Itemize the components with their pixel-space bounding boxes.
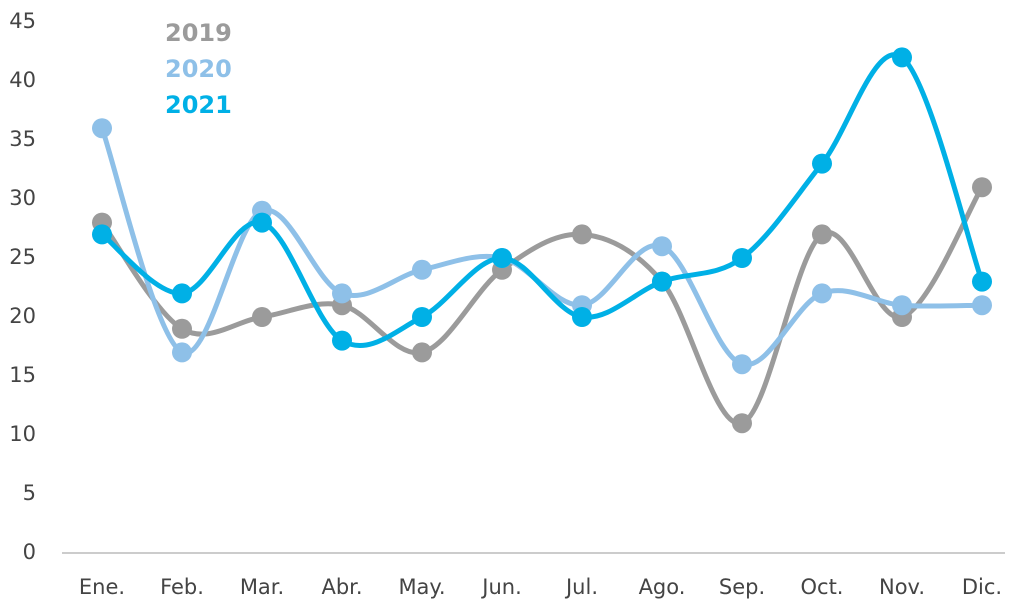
series-point (652, 271, 672, 292)
series-point (412, 307, 432, 327)
series-point (252, 307, 272, 327)
series-point (492, 248, 512, 268)
x-tick-label: Ago. (639, 575, 686, 599)
x-tick-label: Sep. (719, 575, 765, 599)
series-point (572, 307, 592, 327)
series-point (892, 295, 912, 316)
x-tick-label: Abr. (321, 575, 362, 599)
legend-entry: 2019 (165, 19, 232, 47)
y-tick-label: 35 (9, 127, 36, 151)
legend-entry: 2021 (165, 91, 232, 119)
series-point (972, 271, 992, 292)
series-point (412, 259, 432, 280)
x-tick-label: Jun. (480, 575, 522, 599)
series-point (812, 283, 832, 304)
series-point (412, 342, 432, 363)
series-point (732, 413, 752, 434)
series-point (812, 224, 832, 245)
x-tick-label: Jul. (564, 575, 598, 599)
series-point (172, 318, 192, 339)
y-tick-label: 45 (9, 9, 36, 33)
y-tick-label: 30 (9, 186, 36, 210)
series-line (99, 184, 985, 426)
series-point (332, 330, 352, 351)
series-point (92, 224, 112, 245)
series-point (732, 248, 752, 268)
y-tick-label: 5 (23, 481, 36, 505)
series-point (972, 177, 992, 198)
legend-entry: 2020 (165, 55, 232, 83)
series-point (92, 118, 112, 139)
y-tick-label: 15 (9, 363, 36, 387)
x-tick-label: Mar. (240, 575, 284, 599)
x-tick-label: Feb. (160, 575, 204, 599)
x-tick-label: Nov. (879, 575, 925, 599)
series-point (172, 283, 192, 304)
series-line (99, 52, 985, 349)
series-point (572, 224, 592, 245)
y-tick-label: 0 (23, 540, 36, 564)
series-point (732, 354, 752, 375)
x-tick-label: Oct. (801, 575, 844, 599)
series-point (892, 47, 912, 68)
x-tick-label: Dic. (962, 575, 1002, 599)
y-tick-label: 40 (9, 68, 36, 92)
series-point (332, 283, 352, 304)
series-point (972, 295, 992, 316)
series-point (172, 342, 192, 363)
y-tick-label: 10 (9, 422, 36, 446)
x-tick-label: Ene. (79, 575, 125, 599)
series-point (252, 212, 272, 233)
y-tick-label: 25 (9, 245, 36, 269)
x-tick-label: May. (398, 575, 445, 599)
y-tick-label: 20 (9, 304, 36, 328)
series-point (812, 153, 832, 174)
series-point (652, 236, 672, 257)
